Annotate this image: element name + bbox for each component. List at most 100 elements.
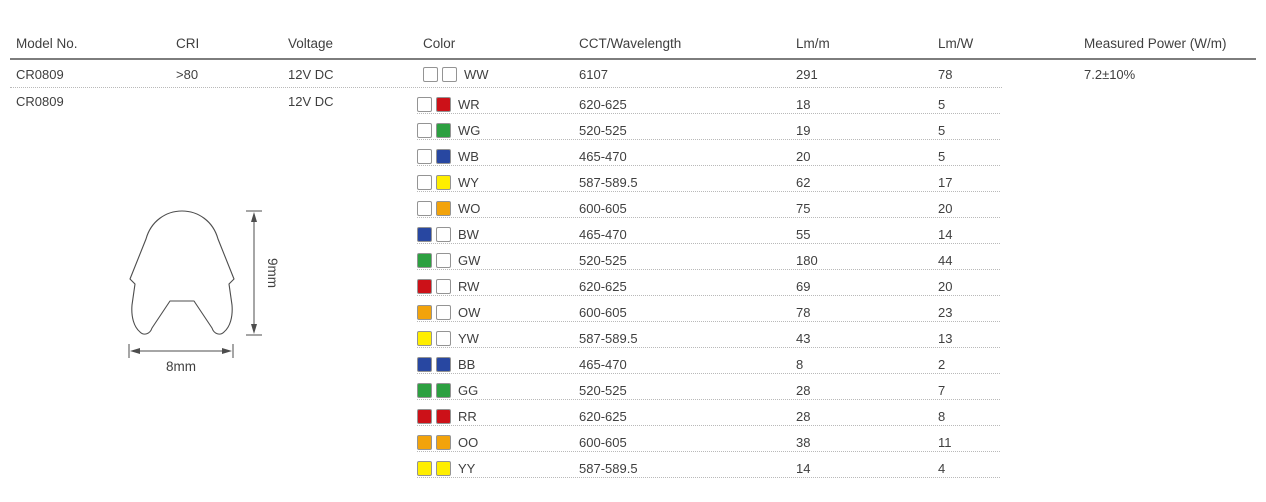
measured-power-value: 7.2±10% <box>1084 66 1136 82</box>
color-cell: OO <box>417 429 573 450</box>
table-row: CR0809 >80 12V DC WW 6107 291 78 7.2±10% <box>10 60 1256 88</box>
color-variant-row: WG 520-525 19 5 <box>417 114 1078 140</box>
lm-per-w-value: 11 <box>938 434 952 450</box>
color-swatch-pair <box>417 382 451 398</box>
lm-per-w-value: 20 <box>938 278 953 294</box>
cri-value: >80 <box>176 66 199 82</box>
cct-value: 520-525 <box>579 252 627 268</box>
cct-value: 465-470 <box>579 148 627 164</box>
cri-value <box>170 88 282 94</box>
color-swatch-icon <box>417 174 432 190</box>
color-swatch-icon <box>442 66 457 82</box>
color-variant-row: WB 465-470 20 5 <box>417 140 1078 166</box>
color-code: YY <box>458 460 476 476</box>
header-lm-per-m: Lm/m <box>796 35 830 51</box>
color-variant-row: OW 600-605 78 23 <box>417 296 1078 322</box>
color-swatch-icon <box>417 200 432 216</box>
measured-power-value <box>1078 88 1256 94</box>
cct-value: 600-605 <box>579 200 627 216</box>
header-model-no: Model No. <box>16 35 78 51</box>
lm-per-w-value: 13 <box>938 330 953 346</box>
color-cell: YY <box>417 455 573 476</box>
color-swatch-icon <box>436 330 451 346</box>
header-cri: CRI <box>176 35 200 51</box>
color-swatch-icon <box>417 460 432 476</box>
lm-per-m-value: 19 <box>796 122 811 138</box>
lm-per-w-value: 2 <box>938 356 946 372</box>
color-code: WG <box>458 122 481 138</box>
lm-per-w-value: 4 <box>938 460 946 476</box>
color-swatch-pair <box>417 460 451 476</box>
table-header-row: Model No. CRI Voltage Color CCT/Waveleng… <box>10 28 1256 60</box>
color-swatch-pair <box>417 356 451 372</box>
color-swatch-icon <box>436 122 451 138</box>
lm-per-m-value: 62 <box>796 174 811 190</box>
color-swatch-icon <box>436 148 451 164</box>
lm-per-m-value: 38 <box>796 434 811 450</box>
color-swatch-icon <box>417 408 432 424</box>
color-swatch-icon <box>417 330 432 346</box>
color-variant-row: RW 620-625 69 20 <box>417 270 1078 296</box>
lm-per-m-value: 8 <box>796 356 804 372</box>
color-code: YW <box>458 330 479 346</box>
color-swatch-icon <box>417 252 432 268</box>
cct-value: 6107 <box>579 66 608 82</box>
lm-per-w-value: 7 <box>938 382 946 398</box>
lm-per-m-value: 28 <box>796 408 811 424</box>
color-swatch-icon <box>417 382 432 398</box>
color-cell: RW <box>417 273 573 294</box>
color-code: WY <box>458 174 479 190</box>
lm-per-w-value: 5 <box>938 96 946 112</box>
color-swatch-pair <box>417 200 451 216</box>
color-variant-row: BB 465-470 8 2 <box>417 348 1078 374</box>
width-dimension-label: 8mm <box>166 359 196 374</box>
color-variant-row: WR 620-625 18 5 <box>417 88 1078 114</box>
cct-value: 620-625 <box>579 278 627 294</box>
color-swatch-pair <box>417 122 451 138</box>
color-swatch-pair <box>423 66 457 82</box>
model-no-value: CR0809 <box>16 94 64 109</box>
color-swatch-icon <box>436 434 451 450</box>
color-cell: WG <box>417 117 573 138</box>
lm-per-w-value: 14 <box>938 226 953 242</box>
profile-cross-section-diagram: 9mm 8mm <box>128 210 280 374</box>
color-cell: WO <box>417 195 573 216</box>
color-variant-row: GW 520-525 180 44 <box>417 244 1078 270</box>
color-cell: BW <box>417 221 573 242</box>
color-variant-row: OO 600-605 38 11 <box>417 426 1078 452</box>
cct-value: 620-625 <box>579 96 627 112</box>
lm-per-m-value: 69 <box>796 278 811 294</box>
color-swatch-icon <box>417 356 432 372</box>
color-swatch-icon <box>417 434 432 450</box>
profile-outline <box>129 210 235 335</box>
color-code: GW <box>458 252 481 268</box>
lm-per-m-value: 14 <box>796 460 811 476</box>
lm-per-m-value: 18 <box>796 96 811 112</box>
color-swatch-icon <box>417 122 432 138</box>
model-no-value: CR0809 <box>16 66 64 82</box>
cct-value: 600-605 <box>579 304 627 320</box>
color-swatch-icon <box>417 278 432 294</box>
color-swatch-pair <box>417 330 451 346</box>
color-variant-row: WO 600-605 75 20 <box>417 192 1078 218</box>
color-variant-row: RR 620-625 28 8 <box>417 400 1078 426</box>
color-swatch-pair <box>417 174 451 190</box>
color-code: WR <box>458 96 480 112</box>
color-code: OW <box>458 304 481 320</box>
color-cell: WR <box>417 91 573 112</box>
lm-per-m-value: 28 <box>796 382 811 398</box>
color-swatch-pair <box>417 148 451 164</box>
lm-per-w-value: 5 <box>938 122 946 138</box>
lm-per-m-value: 20 <box>796 148 811 164</box>
color-swatch-pair <box>417 304 451 320</box>
color-variant-row: GG 520-525 28 7 <box>417 374 1078 400</box>
lm-per-w-value: 78 <box>938 66 953 82</box>
cct-value: 620-625 <box>579 408 627 424</box>
color-variant-row: WY 587-589.5 62 17 <box>417 166 1078 192</box>
color-variant-row: YW 587-589.5 43 13 <box>417 322 1078 348</box>
table-row-group: CR0809 12V DC WR 620-625 18 5 <box>10 88 1256 478</box>
lm-per-m-value: 291 <box>796 66 818 82</box>
color-cell: BB <box>417 351 573 372</box>
color-cell: YW <box>417 325 573 346</box>
